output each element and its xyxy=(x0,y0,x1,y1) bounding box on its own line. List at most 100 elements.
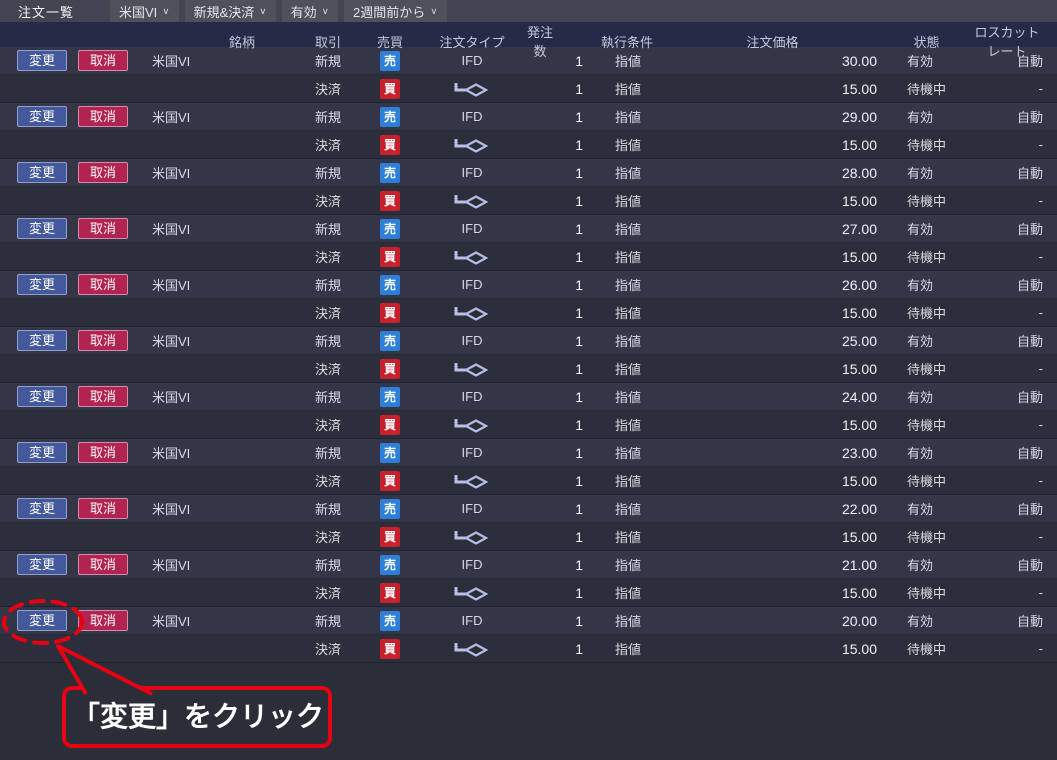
exec-condition-cell: 指値 xyxy=(615,642,642,657)
symbol-cell: 米国VI xyxy=(152,166,191,181)
header-quantity: 発注数 xyxy=(527,25,554,59)
change-button[interactable]: 変更 xyxy=(17,610,67,631)
trade-cell: 新規 xyxy=(314,54,341,69)
order-row-settle: 決済 買 1 指値 15.00 待機中 - xyxy=(0,467,1057,495)
side-cell: 売 xyxy=(363,274,417,295)
status-filter-dropdown[interactable]: 有効 ∨ xyxy=(281,0,338,22)
change-button[interactable]: 変更 xyxy=(17,386,67,407)
loscut-rate-cell: 自動 xyxy=(1016,502,1043,517)
exec-condition-cell: 指値 xyxy=(615,166,642,181)
exec-condition-cell: 指値 xyxy=(615,390,642,405)
cancel-button[interactable]: 取消 xyxy=(78,274,128,295)
trade-cell: 新規 xyxy=(314,166,341,181)
cancel-button[interactable]: 取消 xyxy=(78,610,128,631)
order-row-settle: 決済 買 1 指値 15.00 待機中 - xyxy=(0,299,1057,327)
cancel-button[interactable]: 取消 xyxy=(78,442,128,463)
symbol-cell: 米国VI xyxy=(152,390,191,405)
status-cell: 待機中 xyxy=(907,362,947,377)
side-cell: 売 xyxy=(363,610,417,631)
exec-condition-cell: 指値 xyxy=(615,362,642,377)
order-type-cell: IFD xyxy=(461,501,483,516)
sell-badge: 売 xyxy=(380,106,400,127)
cancel-button[interactable]: 取消 xyxy=(78,498,128,519)
change-cell: 変更 xyxy=(0,106,73,127)
sell-badge: 売 xyxy=(380,50,400,71)
change-button[interactable]: 変更 xyxy=(17,50,67,71)
change-button[interactable]: 変更 xyxy=(17,554,67,575)
order-price-cell: 15.00 xyxy=(841,528,877,545)
loscut-rate-cell: - xyxy=(1038,249,1043,264)
exec-condition-cell: 指値 xyxy=(615,418,642,433)
ifd-child-link-icon xyxy=(454,586,489,601)
change-button[interactable]: 変更 xyxy=(17,330,67,351)
loscut-rate-cell: - xyxy=(1038,137,1043,152)
ifd-child-link-icon xyxy=(454,194,489,209)
chevron-down-icon: ∨ xyxy=(430,6,438,16)
change-button[interactable]: 変更 xyxy=(17,498,67,519)
header-order-price: 注文価格 xyxy=(746,34,799,50)
cancel-button[interactable]: 取消 xyxy=(78,106,128,127)
status-cell: 待機中 xyxy=(907,306,947,321)
cancel-button[interactable]: 取消 xyxy=(78,218,128,239)
side-cell: 売 xyxy=(363,498,417,519)
page-title: 注文一覧 xyxy=(18,4,75,20)
trade-type-filter-dropdown[interactable]: 新規&決済 ∨ xyxy=(184,0,276,22)
cancel-button[interactable]: 取消 xyxy=(78,554,128,575)
status-cell: 有効 xyxy=(907,166,934,181)
order-row-new: 変更 取消 米国VI 新規 売 IFD 1 指値 25.00 有効 自動 xyxy=(0,327,1057,355)
order-row-new: 変更 取消 米国VI 新規 売 IFD 1 指値 22.00 有効 自動 xyxy=(0,495,1057,523)
status-cell: 有効 xyxy=(907,222,934,237)
symbol-cell: 米国VI xyxy=(152,54,191,69)
quantity-cell: 1 xyxy=(575,80,583,97)
order-row-settle: 決済 買 1 指値 15.00 待機中 - xyxy=(0,579,1057,607)
symbol-filter-dropdown[interactable]: 米国VI ∨ xyxy=(110,0,179,22)
header-exec-condition: 執行条件 xyxy=(600,34,653,50)
loscut-rate-cell: 自動 xyxy=(1016,54,1043,69)
exec-condition-cell: 指値 xyxy=(615,54,642,69)
quantity-cell: 1 xyxy=(575,360,583,377)
period-filter-dropdown[interactable]: 2週間前から ∨ xyxy=(343,0,447,22)
quantity-cell: 1 xyxy=(575,276,583,293)
side-cell: 売 xyxy=(363,218,417,239)
order-price-cell: 25.00 xyxy=(841,332,877,349)
cancel-button[interactable]: 取消 xyxy=(78,162,128,183)
exec-condition-cell: 指値 xyxy=(615,614,642,629)
symbol-cell: 米国VI xyxy=(152,446,191,461)
status-cell: 待機中 xyxy=(907,642,947,657)
header-order-type: 注文タイプ xyxy=(439,34,505,50)
cancel-cell: 取消 xyxy=(73,330,133,351)
trade-cell: 新規 xyxy=(314,614,341,629)
side-cell: 買 xyxy=(363,134,417,155)
order-type-cell xyxy=(417,640,527,658)
change-button[interactable]: 変更 xyxy=(17,106,67,127)
order-type-cell xyxy=(417,528,527,546)
order-price-cell: 24.00 xyxy=(841,388,877,405)
cancel-button[interactable]: 取消 xyxy=(78,330,128,351)
order-price-cell: 29.00 xyxy=(841,108,877,125)
change-button[interactable]: 変更 xyxy=(17,218,67,239)
cancel-button[interactable]: 取消 xyxy=(78,50,128,71)
cancel-cell: 取消 xyxy=(73,442,133,463)
change-button[interactable]: 変更 xyxy=(17,274,67,295)
exec-condition-cell: 指値 xyxy=(615,222,642,237)
order-type-cell xyxy=(417,248,527,266)
order-table-body: 変更 取消 米国VI 新規 売 IFD 1 指値 30.00 有効 自動 決済 … xyxy=(0,47,1057,663)
order-row-settle: 決済 買 1 指値 15.00 待機中 - xyxy=(0,75,1057,103)
buy-badge: 買 xyxy=(380,470,400,491)
callout-text: 「変更」をクリック xyxy=(71,701,324,732)
header-status: 状態 xyxy=(913,34,940,50)
order-row-new: 変更 取消 米国VI 新規 売 IFD 1 指値 21.00 有効 自動 xyxy=(0,551,1057,579)
change-cell: 変更 xyxy=(0,442,73,463)
quantity-cell: 1 xyxy=(575,528,583,545)
trade-cell: 新規 xyxy=(314,502,341,517)
status-cell: 有効 xyxy=(907,446,934,461)
ifd-child-link-icon xyxy=(454,642,489,657)
change-button[interactable]: 変更 xyxy=(17,442,67,463)
cancel-button[interactable]: 取消 xyxy=(78,386,128,407)
order-row-settle: 決済 買 1 指値 15.00 待機中 - xyxy=(0,411,1057,439)
loscut-rate-cell: - xyxy=(1038,641,1043,656)
status-cell: 有効 xyxy=(907,334,934,349)
sell-badge: 売 xyxy=(380,386,400,407)
change-button[interactable]: 変更 xyxy=(17,162,67,183)
toolbar: 注文一覧 米国VI ∨ 新規&決済 ∨ 有効 ∨ 2週間前から ∨ xyxy=(0,0,1057,22)
